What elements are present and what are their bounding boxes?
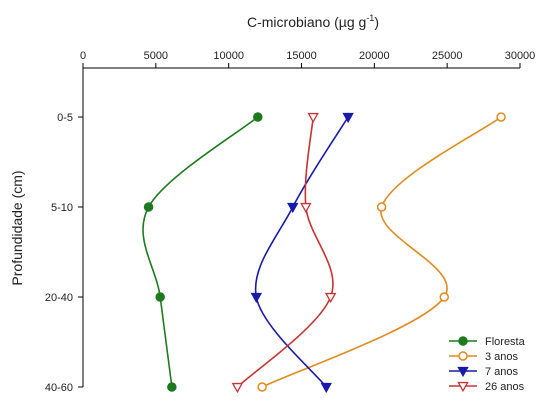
legend-item: 3 anos — [449, 351, 519, 363]
series-line — [261, 116, 502, 388]
legend-marker — [458, 336, 468, 346]
series-1 — [257, 112, 506, 392]
series-line — [254, 116, 349, 388]
data-point — [300, 202, 312, 214]
data-point — [496, 112, 506, 122]
data-point — [143, 202, 154, 212]
legend-item: 7 anos — [449, 366, 519, 378]
x-tick-label: 15000 — [286, 50, 317, 62]
legend-label: 3 anos — [485, 351, 519, 363]
legend-item: Floresta — [449, 336, 526, 348]
x-tick-label: 20000 — [359, 50, 390, 62]
series-line — [236, 116, 334, 388]
data-point — [376, 202, 387, 212]
y-tick-label: 5-10 — [51, 202, 73, 214]
legend-label: 7 anos — [485, 366, 519, 378]
legend-marker — [458, 351, 468, 361]
legend-item: 26 anos — [449, 381, 525, 393]
y-tick-label: 20-40 — [45, 292, 73, 304]
legend-label: Floresta — [485, 336, 526, 348]
y-tick-label: 0-5 — [57, 112, 73, 124]
data-point — [342, 112, 354, 124]
data-point — [257, 382, 267, 392]
series-line — [142, 116, 259, 388]
x-tick-label: 25000 — [432, 50, 463, 62]
x-axis-title: C-microbiano (µg g-1) — [247, 13, 379, 30]
axes: 0 5000 10000 15000 20000 25000 30000 0-5 5-10 20-… — [45, 50, 535, 394]
y-tick-label: 40-60 — [45, 382, 73, 394]
data-point — [155, 292, 165, 302]
data-point — [167, 382, 177, 392]
data-point — [253, 112, 263, 122]
data-point — [320, 382, 332, 394]
series-2 — [250, 112, 354, 394]
data-point — [250, 292, 263, 304]
data-point — [287, 202, 299, 214]
series-3 — [231, 112, 337, 394]
y-axis-title: Profundidade (cm) — [9, 170, 25, 285]
x-tick-label: 5000 — [144, 50, 168, 62]
series-0 — [142, 112, 263, 392]
legend-marker — [457, 381, 469, 393]
x-tick-label: 0 — [80, 50, 86, 62]
data-point — [307, 112, 319, 124]
legend-label: 26 anos — [485, 381, 525, 393]
series-layer — [142, 112, 506, 394]
data-point — [231, 382, 244, 394]
data-point — [439, 292, 450, 302]
legend-marker — [457, 366, 469, 378]
legend: Floresta 3 anos 7 anos 26 anos — [449, 336, 526, 393]
x-tick-label: 10000 — [213, 50, 244, 62]
x-tick-label: 30000 — [505, 50, 536, 62]
data-point — [324, 292, 337, 304]
